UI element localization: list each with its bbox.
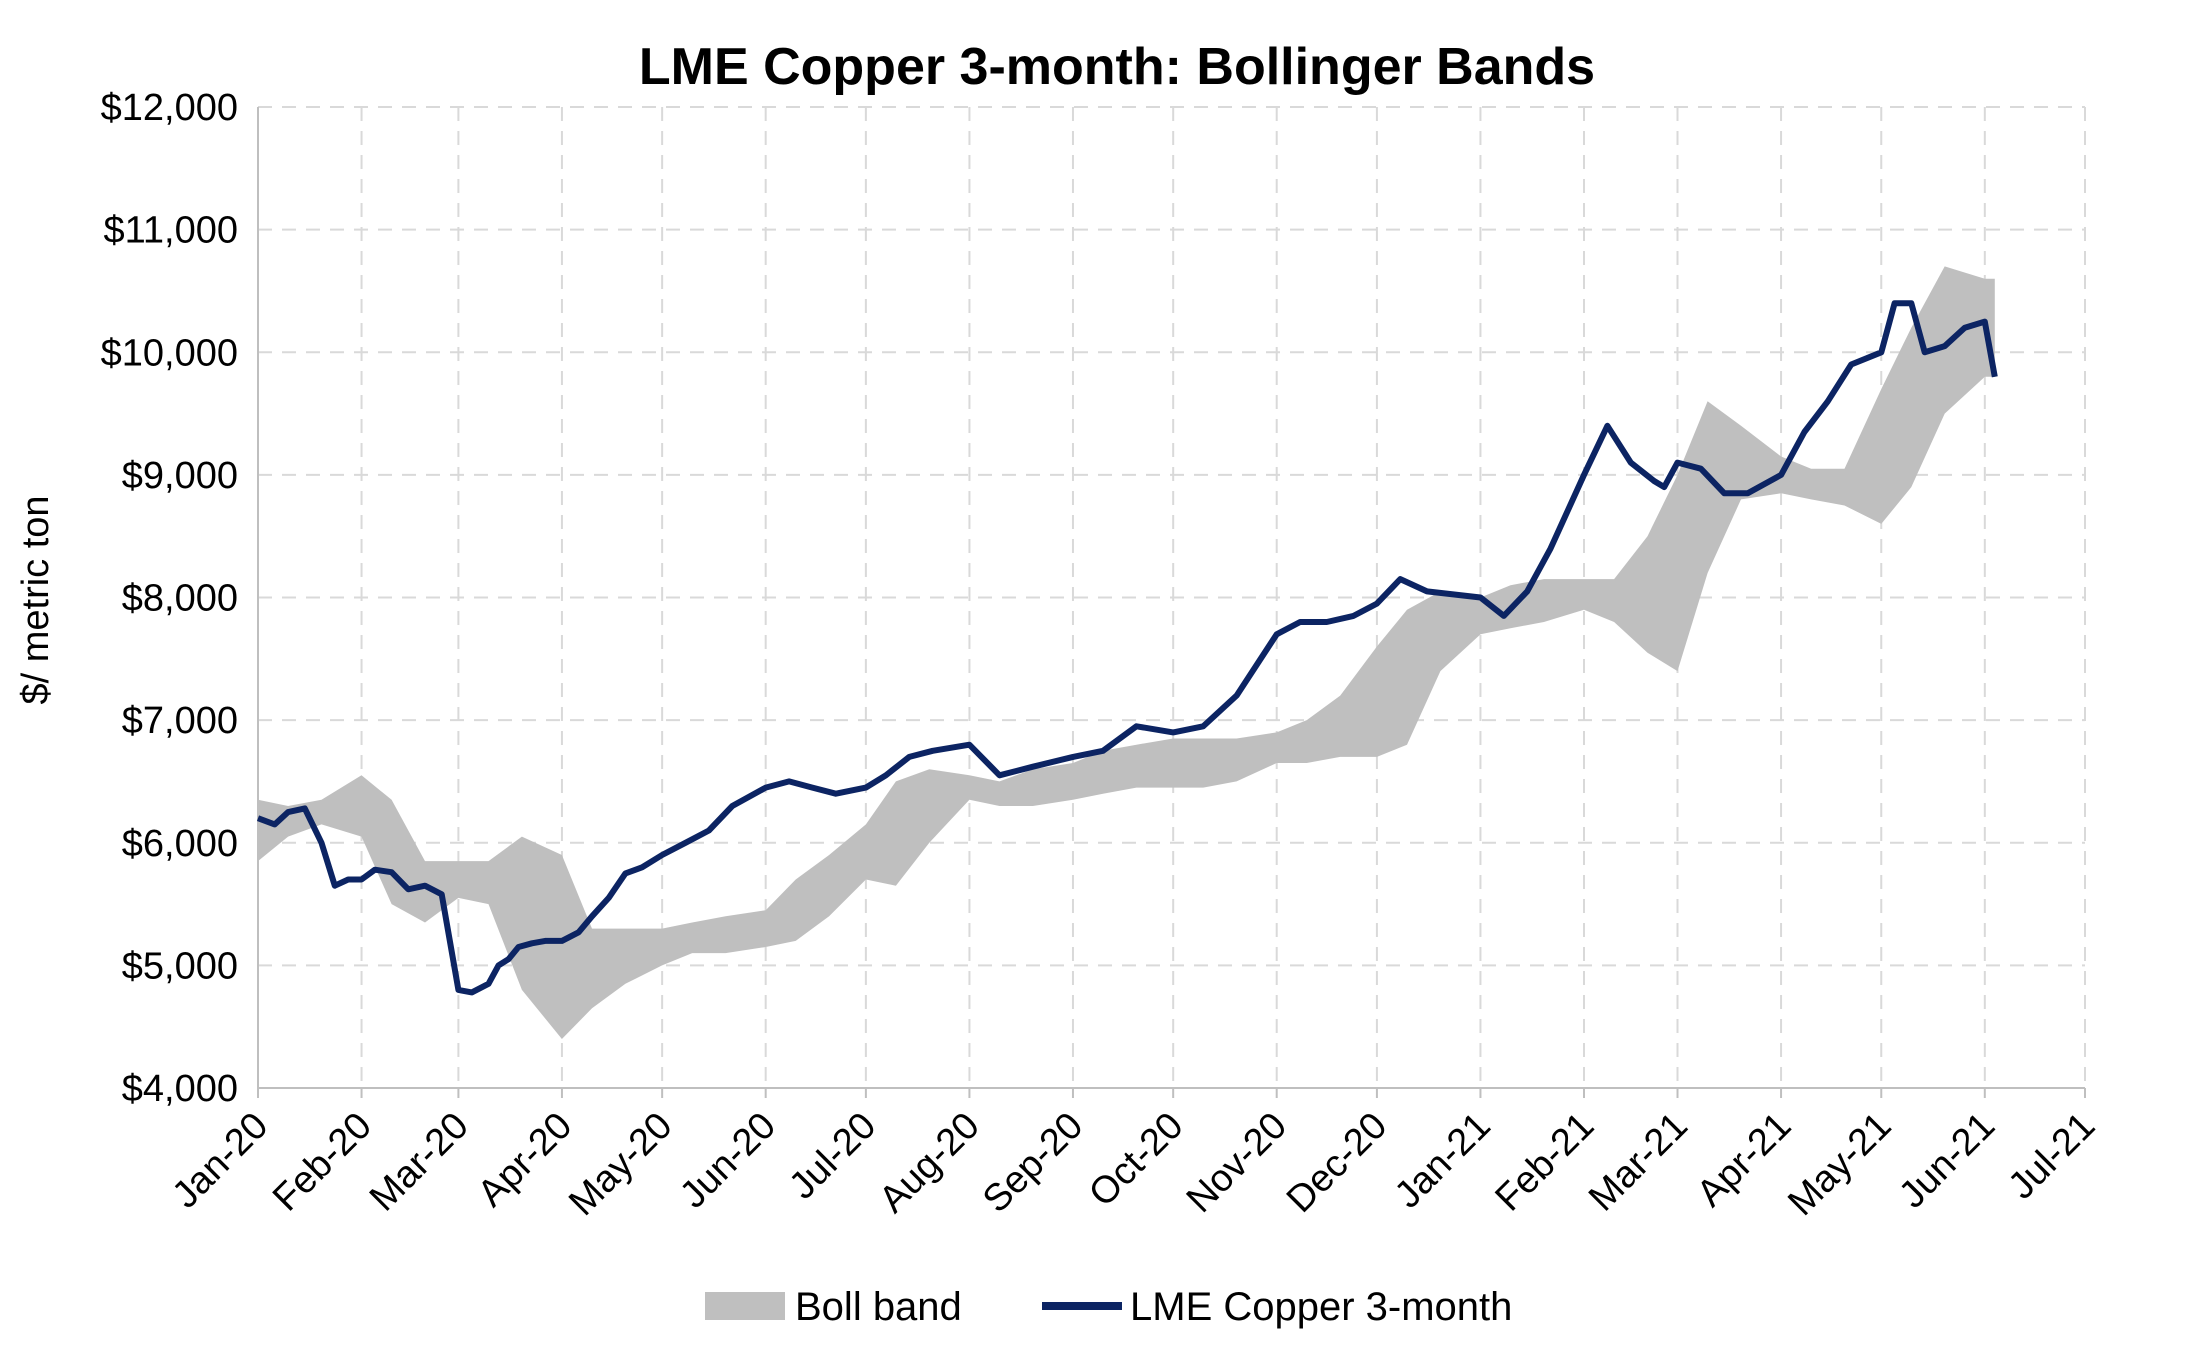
x-tick-label: May-20 [561,1105,680,1224]
x-tick-label: Dec-20 [1279,1105,1395,1221]
x-tick-label: Aug-20 [871,1105,987,1221]
plot-area [256,266,1998,1039]
x-tick-label: Jul-20 [781,1105,884,1208]
legend-label-boll-band: Boll band [795,1285,962,1329]
x-tick-label: Apr-20 [470,1105,580,1215]
x-tick-label: Jun-20 [672,1105,784,1217]
x-tick-label: Feb-20 [265,1105,380,1220]
chart-title: LME Copper 3-month: Bollinger Bands [639,38,1595,96]
x-tick-label: Apr-21 [1689,1105,1799,1215]
x-tick-label: Oct-20 [1081,1105,1191,1215]
axes [257,107,2086,1098]
x-axis-ticks: Jan-20Feb-20Mar-20Apr-20May-20Jun-20Jul-… [164,1105,2103,1224]
legend-swatch-boll-band [705,1292,785,1320]
x-tick-label: May-21 [1780,1105,1899,1224]
x-tick-label: Sep-20 [975,1105,1091,1221]
x-tick-label: Feb-21 [1488,1105,1603,1220]
x-tick-label: Jul-21 [2000,1105,2103,1208]
y-axis-ticks: $4,000 $5,000 $6,000 $7,000 $8,000 $9,000 $10,… [101,87,238,1110]
series-boll-band [258,266,1995,1039]
series-lme-copper-line [256,300,1998,996]
y-tick-label: $9,000 [122,455,238,497]
x-tick-label: Mar-21 [1581,1105,1696,1220]
x-tick-label: Jan-21 [1387,1105,1499,1217]
y-tick-label: $11,000 [103,210,238,252]
y-tick-label: $4,000 [122,1068,238,1110]
x-tick-label: Nov-20 [1179,1105,1295,1221]
y-tick-label: $6,000 [122,823,238,865]
legend: Boll band LME Copper 3-month [705,1285,1512,1329]
y-tick-label: $12,000 [101,87,238,129]
x-tick-label: Mar-20 [362,1105,477,1220]
legend-label-lme-copper: LME Copper 3-month [1130,1285,1512,1329]
x-tick-label: Jun-21 [1891,1105,2003,1217]
y-tick-label: $10,000 [101,332,238,374]
y-tick-label: $8,000 [122,578,238,620]
y-tick-label: $5,000 [122,945,238,987]
y-axis-label: $/ metric ton [15,495,57,704]
x-tick-label: Jan-20 [164,1105,276,1217]
y-tick-label: $7,000 [122,700,238,742]
